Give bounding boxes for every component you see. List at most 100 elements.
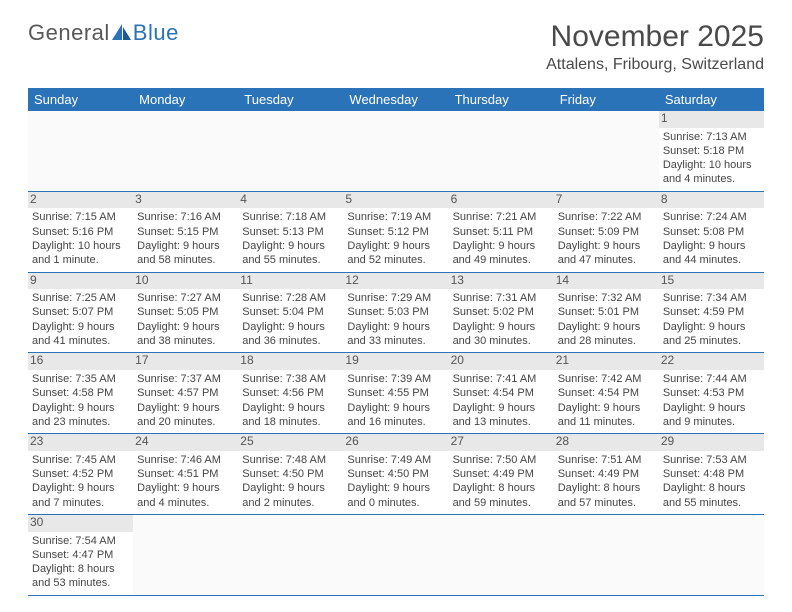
sunrise-line: Sunrise: 7:41 AM [453, 372, 550, 386]
empty-cell [659, 514, 764, 595]
day-cell: 9Sunrise: 7:25 AMSunset: 5:07 PMDaylight… [28, 272, 133, 353]
day-number: 21 [554, 353, 659, 370]
calendar-row: 30Sunrise: 7:54 AMSunset: 4:47 PMDayligh… [28, 514, 764, 595]
daylight-line-2: and 33 minutes. [347, 334, 444, 348]
empty-cell [28, 111, 133, 191]
sunrise-line: Sunrise: 7:24 AM [663, 210, 760, 224]
daylight-line-1: Daylight: 10 hours [663, 158, 760, 172]
day-number: 26 [343, 434, 448, 451]
sunset-line: Sunset: 5:08 PM [663, 225, 760, 239]
daylight-line-1: Daylight: 9 hours [453, 401, 550, 415]
weekday-header: Saturday [659, 88, 764, 111]
day-number: 22 [659, 353, 764, 370]
daylight-line-1: Daylight: 9 hours [242, 320, 339, 334]
sunset-line: Sunset: 5:04 PM [242, 305, 339, 319]
day-number: 3 [133, 192, 238, 209]
sunset-line: Sunset: 4:47 PM [32, 548, 129, 562]
daylight-line-2: and 16 minutes. [347, 415, 444, 429]
daylight-line-2: and 20 minutes. [137, 415, 234, 429]
sunset-line: Sunset: 5:09 PM [558, 225, 655, 239]
logo: General Blue [28, 20, 179, 46]
day-number: 25 [238, 434, 343, 451]
day-number: 7 [554, 192, 659, 209]
sunrise-line: Sunrise: 7:18 AM [242, 210, 339, 224]
daylight-line-1: Daylight: 8 hours [32, 562, 129, 576]
day-number: 4 [238, 192, 343, 209]
day-cell: 22Sunrise: 7:44 AMSunset: 4:53 PMDayligh… [659, 353, 764, 434]
weekday-header: Friday [554, 88, 659, 111]
daylight-line-1: Daylight: 8 hours [558, 481, 655, 495]
logo-text-general: General [28, 20, 110, 46]
title-block: November 2025 Attalens, Fribourg, Switze… [546, 20, 764, 74]
day-number: 6 [449, 192, 554, 209]
daylight-line-1: Daylight: 9 hours [347, 481, 444, 495]
day-number: 27 [449, 434, 554, 451]
daylight-line-2: and 1 minute. [32, 253, 129, 267]
sunset-line: Sunset: 4:50 PM [347, 467, 444, 481]
empty-cell [238, 514, 343, 595]
day-cell: 19Sunrise: 7:39 AMSunset: 4:55 PMDayligh… [343, 353, 448, 434]
empty-cell [554, 111, 659, 191]
daylight-line-1: Daylight: 9 hours [347, 239, 444, 253]
daylight-line-1: Daylight: 9 hours [453, 239, 550, 253]
day-cell: 14Sunrise: 7:32 AMSunset: 5:01 PMDayligh… [554, 272, 659, 353]
empty-cell [343, 514, 448, 595]
daylight-line-2: and 30 minutes. [453, 334, 550, 348]
day-cell: 26Sunrise: 7:49 AMSunset: 4:50 PMDayligh… [343, 434, 448, 515]
day-cell: 7Sunrise: 7:22 AMSunset: 5:09 PMDaylight… [554, 191, 659, 272]
sunset-line: Sunset: 5:16 PM [32, 225, 129, 239]
sunrise-line: Sunrise: 7:34 AM [663, 291, 760, 305]
sunrise-line: Sunrise: 7:28 AM [242, 291, 339, 305]
day-number: 19 [343, 353, 448, 370]
daylight-line-1: Daylight: 9 hours [558, 401, 655, 415]
day-number: 30 [28, 515, 133, 532]
sunrise-line: Sunrise: 7:51 AM [558, 453, 655, 467]
sunset-line: Sunset: 5:11 PM [453, 225, 550, 239]
daylight-line-2: and 4 minutes. [137, 496, 234, 510]
calendar-table: SundayMondayTuesdayWednesdayThursdayFrid… [28, 88, 764, 596]
daylight-line-2: and 7 minutes. [32, 496, 129, 510]
weekday-header: Tuesday [238, 88, 343, 111]
daylight-line-1: Daylight: 9 hours [32, 401, 129, 415]
daylight-line-1: Daylight: 9 hours [137, 320, 234, 334]
sunrise-line: Sunrise: 7:31 AM [453, 291, 550, 305]
day-number: 5 [343, 192, 448, 209]
header: General Blue November 2025 Attalens, Fri… [28, 20, 764, 74]
sunrise-line: Sunrise: 7:37 AM [137, 372, 234, 386]
daylight-line-2: and 57 minutes. [558, 496, 655, 510]
daylight-line-2: and 47 minutes. [558, 253, 655, 267]
daylight-line-2: and 38 minutes. [137, 334, 234, 348]
day-cell: 1Sunrise: 7:13 AMSunset: 5:18 PMDaylight… [659, 111, 764, 191]
daylight-line-2: and 23 minutes. [32, 415, 129, 429]
sunrise-line: Sunrise: 7:50 AM [453, 453, 550, 467]
day-number: 9 [28, 273, 133, 290]
daylight-line-1: Daylight: 9 hours [663, 320, 760, 334]
sunset-line: Sunset: 5:18 PM [663, 144, 760, 158]
day-cell: 13Sunrise: 7:31 AMSunset: 5:02 PMDayligh… [449, 272, 554, 353]
daylight-line-2: and 9 minutes. [663, 415, 760, 429]
daylight-line-2: and 25 minutes. [663, 334, 760, 348]
sunset-line: Sunset: 4:49 PM [453, 467, 550, 481]
day-number: 28 [554, 434, 659, 451]
day-number: 17 [133, 353, 238, 370]
daylight-line-2: and 41 minutes. [32, 334, 129, 348]
day-cell: 17Sunrise: 7:37 AMSunset: 4:57 PMDayligh… [133, 353, 238, 434]
empty-cell [449, 111, 554, 191]
day-number: 13 [449, 273, 554, 290]
month-title: November 2025 [546, 20, 764, 54]
day-cell: 29Sunrise: 7:53 AMSunset: 4:48 PMDayligh… [659, 434, 764, 515]
daylight-line-2: and 55 minutes. [242, 253, 339, 267]
sunset-line: Sunset: 5:07 PM [32, 305, 129, 319]
day-number: 20 [449, 353, 554, 370]
sunset-line: Sunset: 4:58 PM [32, 386, 129, 400]
sunset-line: Sunset: 4:53 PM [663, 386, 760, 400]
sunrise-line: Sunrise: 7:42 AM [558, 372, 655, 386]
sunrise-line: Sunrise: 7:25 AM [32, 291, 129, 305]
day-number: 11 [238, 273, 343, 290]
sunrise-line: Sunrise: 7:21 AM [453, 210, 550, 224]
sunset-line: Sunset: 5:01 PM [558, 305, 655, 319]
empty-cell [133, 111, 238, 191]
daylight-line-1: Daylight: 9 hours [558, 239, 655, 253]
daylight-line-1: Daylight: 9 hours [558, 320, 655, 334]
day-number: 8 [659, 192, 764, 209]
